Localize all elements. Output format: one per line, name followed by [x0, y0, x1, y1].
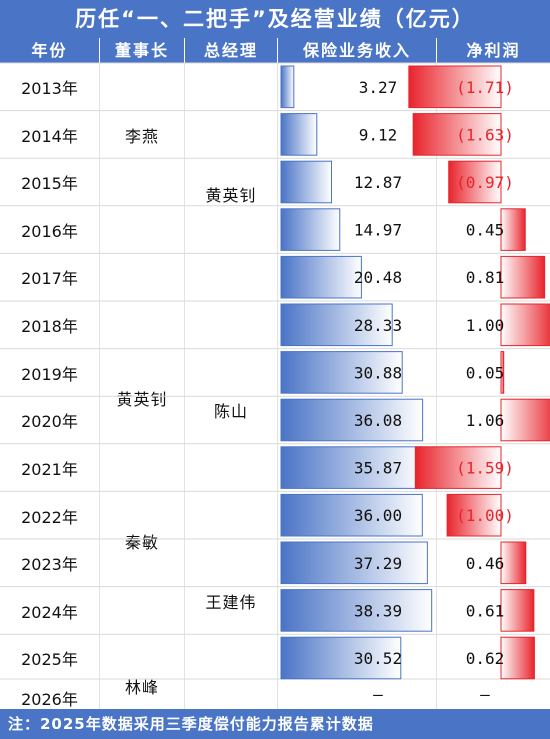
income-bar	[280, 65, 295, 109]
profit-value: (0.97)	[456, 173, 514, 192]
profit-bar	[500, 541, 527, 585]
income-value: 36.08	[354, 411, 402, 430]
income-value: 38.39	[354, 601, 402, 620]
income-bar	[280, 398, 424, 442]
income-value: 35.87	[354, 459, 402, 478]
profit-bar	[414, 446, 502, 489]
year-cell: 2021年	[21, 460, 78, 479]
header-separator	[99, 38, 100, 63]
income-value: 37.29	[354, 554, 402, 573]
year-cell: 2020年	[21, 412, 78, 431]
header-separator	[436, 38, 437, 63]
chairman-name: 李燕	[124, 127, 159, 146]
income-value: 30.88	[354, 363, 402, 382]
header-chairman: 董事长	[114, 41, 169, 60]
income-value: 14.97	[354, 221, 402, 240]
income-bar	[280, 636, 402, 680]
header-separator	[277, 38, 278, 63]
year-cell: 2014年	[21, 127, 78, 146]
income-value: 28.33	[354, 316, 402, 335]
year-cell: 2013年	[21, 79, 78, 98]
header-separator	[184, 38, 185, 63]
profit-bar	[500, 589, 535, 632]
year-cell: 2023年	[21, 555, 78, 574]
profit-value: (1.71)	[456, 78, 514, 97]
header-gm: 总经理	[203, 41, 258, 60]
year-cell: 2026年	[21, 690, 78, 709]
column-divider	[99, 63, 100, 709]
year-cell: 2019年	[21, 365, 78, 384]
year-cell: 2018年	[21, 317, 78, 336]
header-year: 年份	[31, 41, 68, 60]
profit-value: (1.59)	[456, 459, 514, 478]
profit-bar	[408, 65, 502, 109]
profit-bar	[500, 636, 535, 680]
profit-value: 0.62	[466, 649, 505, 668]
year-cell: 2025年	[21, 650, 78, 669]
income-bar	[280, 208, 341, 251]
profit-value: 0.81	[466, 268, 505, 287]
year-cell: 2024年	[21, 603, 78, 622]
year-cell: 2016年	[21, 222, 78, 241]
profit-value: (1.00)	[456, 506, 514, 525]
profit-value: –	[480, 685, 490, 704]
income-value: 12.87	[354, 173, 402, 192]
income-bar	[280, 113, 318, 156]
header-income: 保险业务收入	[302, 41, 411, 60]
year-cell: 2017年	[21, 269, 78, 288]
income-value: 3.27	[359, 78, 398, 97]
income-bar	[280, 446, 423, 489]
column-divider	[184, 63, 185, 709]
chart-title: 历任“一、二把手”及经营业绩（亿元）	[75, 7, 475, 31]
profit-value: 0.61	[466, 601, 505, 620]
income-value: 30.52	[354, 649, 402, 668]
income-bar	[280, 303, 393, 347]
profit-bar	[500, 351, 505, 394]
income-value: 9.12	[359, 125, 398, 144]
profit-bar	[500, 398, 550, 442]
income-value: 20.48	[354, 268, 402, 287]
chairman-name: 林峰	[124, 678, 159, 697]
profit-bar	[500, 208, 526, 251]
footnote: 注：2025年数据采用三季度偿付能力报告累计数据	[8, 715, 374, 733]
profit-value: 0.45	[466, 221, 505, 240]
profit-bar	[500, 255, 546, 299]
profit-bar	[500, 303, 550, 347]
column-divider	[277, 63, 278, 709]
profit-bar	[448, 160, 502, 204]
general-manager-name: 黄英钊	[205, 186, 257, 205]
general-manager-name: 陈山	[213, 402, 248, 421]
income-bar	[280, 160, 333, 204]
chairman-name: 秦敏	[124, 533, 159, 552]
income-bar	[280, 255, 362, 299]
profit-bar	[412, 113, 502, 156]
profit-value: (1.63)	[456, 125, 514, 144]
profit-bar	[446, 493, 502, 537]
column-divider	[436, 63, 437, 709]
income-bar	[280, 493, 423, 537]
income-bar	[280, 351, 403, 394]
income-value: 36.00	[354, 506, 402, 525]
year-cell: 2015年	[21, 174, 78, 193]
income-bar	[280, 589, 433, 632]
chairman-name: 黄英钊	[116, 390, 168, 409]
income-value: –	[373, 685, 383, 704]
profit-value: 1.06	[466, 411, 505, 430]
footer-bar	[0, 709, 550, 739]
year-cell: 2022年	[21, 508, 78, 527]
general-manager-name: 王建伟	[205, 593, 257, 612]
title-bar	[0, 0, 550, 38]
profit-value: 1.00	[466, 316, 505, 335]
header-profit: 净利润	[466, 41, 521, 60]
income-bar	[280, 541, 428, 585]
profit-value: 0.46	[466, 554, 505, 573]
profit-value: 0.05	[466, 363, 505, 382]
header-bar	[0, 38, 550, 63]
